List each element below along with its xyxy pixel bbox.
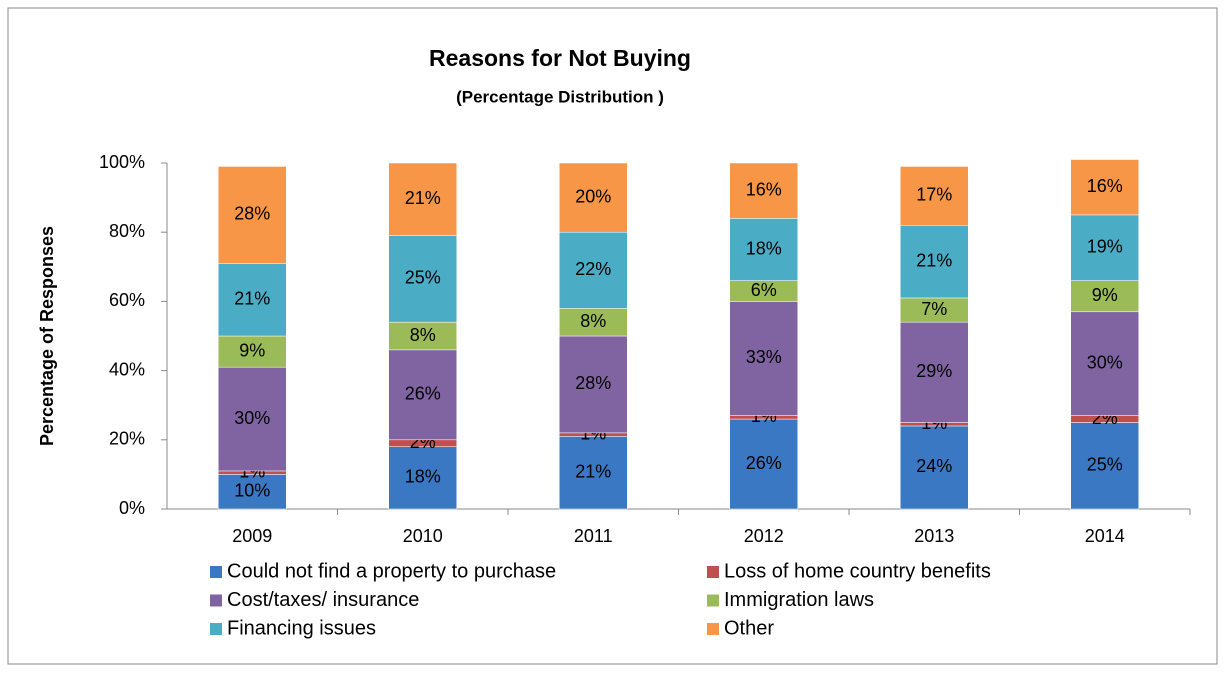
bar-segment (559, 436, 628, 510)
data-label: 33% (746, 347, 782, 367)
y-axis-label: Percentage of Responses (37, 226, 57, 446)
data-label: 16% (746, 179, 782, 199)
bar-segment (900, 297, 969, 323)
data-label: 9% (1092, 285, 1118, 305)
bar-segment (218, 263, 287, 337)
legend-swatch (707, 566, 719, 578)
data-label: 10% (234, 480, 270, 500)
chart-subtitle: (Percentage Distribution ) (456, 87, 664, 106)
legend-label: Other (724, 617, 774, 639)
data-label: 25% (405, 268, 441, 288)
data-label: 8% (410, 325, 436, 345)
bar-segment (388, 321, 457, 351)
data-label: 30% (1087, 352, 1123, 372)
bar-segment (900, 225, 969, 299)
legend-label: Immigration laws (724, 589, 874, 611)
bar-segment (1070, 159, 1139, 216)
legend-swatch (707, 623, 719, 635)
data-label: 26% (405, 384, 441, 404)
legend-swatch (210, 566, 222, 578)
data-label: 24% (916, 456, 952, 476)
data-label: 18% (405, 467, 441, 487)
data-label: 9% (239, 340, 265, 360)
x-tick-label: 2009 (232, 526, 272, 546)
bar-segment (1070, 280, 1139, 313)
data-label: 22% (575, 259, 611, 279)
data-label: 16% (1087, 176, 1123, 196)
bar-segment (729, 418, 798, 510)
data-label: 20% (575, 186, 611, 206)
bar-segment (388, 349, 457, 441)
bar-segment (388, 235, 457, 323)
bar-segment (900, 321, 969, 423)
bar-segment (559, 162, 628, 233)
legend-label: Could not find a property to purchase (227, 560, 556, 582)
x-tick-label: 2012 (744, 526, 784, 546)
bar-segment (900, 425, 969, 510)
bar-segment (900, 166, 969, 226)
data-label: 8% (580, 311, 606, 331)
data-label: 19% (1087, 237, 1123, 257)
bar-segment (559, 335, 628, 434)
data-label: 21% (575, 461, 611, 481)
bar-segment (559, 308, 628, 337)
y-tick-label: 60% (109, 290, 145, 310)
bar-segment (559, 231, 628, 309)
y-tick-label: 20% (109, 429, 145, 449)
legend-swatch (210, 623, 222, 635)
y-tick-label: 40% (109, 359, 145, 379)
bar-segment (218, 474, 287, 510)
data-label: 6% (751, 280, 777, 300)
y-tick-label: 0% (119, 498, 145, 518)
bar-segment (1070, 311, 1139, 416)
bar-segment (388, 162, 457, 236)
data-label: 29% (916, 361, 952, 381)
data-label: 26% (746, 453, 782, 473)
bar-segment (388, 446, 457, 510)
data-label: 30% (234, 408, 270, 428)
data-label: 28% (234, 204, 270, 224)
data-label: 18% (746, 238, 782, 258)
x-tick-label: 2010 (403, 526, 443, 546)
data-label: 21% (234, 288, 270, 308)
data-label: 28% (575, 373, 611, 393)
bar-segment (729, 301, 798, 416)
bar-segment (218, 166, 287, 264)
bar-segment (729, 218, 798, 281)
x-tick-label: 2011 (574, 526, 613, 546)
data-label: 7% (921, 299, 947, 319)
legend-label: Loss of home country benefits (724, 560, 991, 582)
chart-title: Reasons for Not Buying (429, 45, 691, 71)
bar-segment (1070, 422, 1139, 510)
bar-segment (218, 366, 287, 472)
y-tick-label: 100% (99, 152, 145, 172)
x-tick-label: 2013 (914, 526, 954, 546)
data-label: 17% (916, 185, 952, 205)
bar-segment (729, 162, 798, 219)
x-tick-label: 2014 (1085, 526, 1125, 546)
bar-segment (218, 335, 287, 368)
bar-segment (1070, 214, 1139, 281)
legend-swatch (707, 594, 719, 607)
data-label: 21% (405, 188, 441, 208)
legend-label: Financing issues (227, 617, 376, 639)
data-label: 25% (1087, 455, 1123, 475)
y-tick-label: 80% (109, 221, 145, 241)
data-label: 21% (916, 250, 952, 270)
legend-swatch (210, 594, 222, 607)
legend-label: Cost/taxes/ insurance (227, 589, 419, 611)
